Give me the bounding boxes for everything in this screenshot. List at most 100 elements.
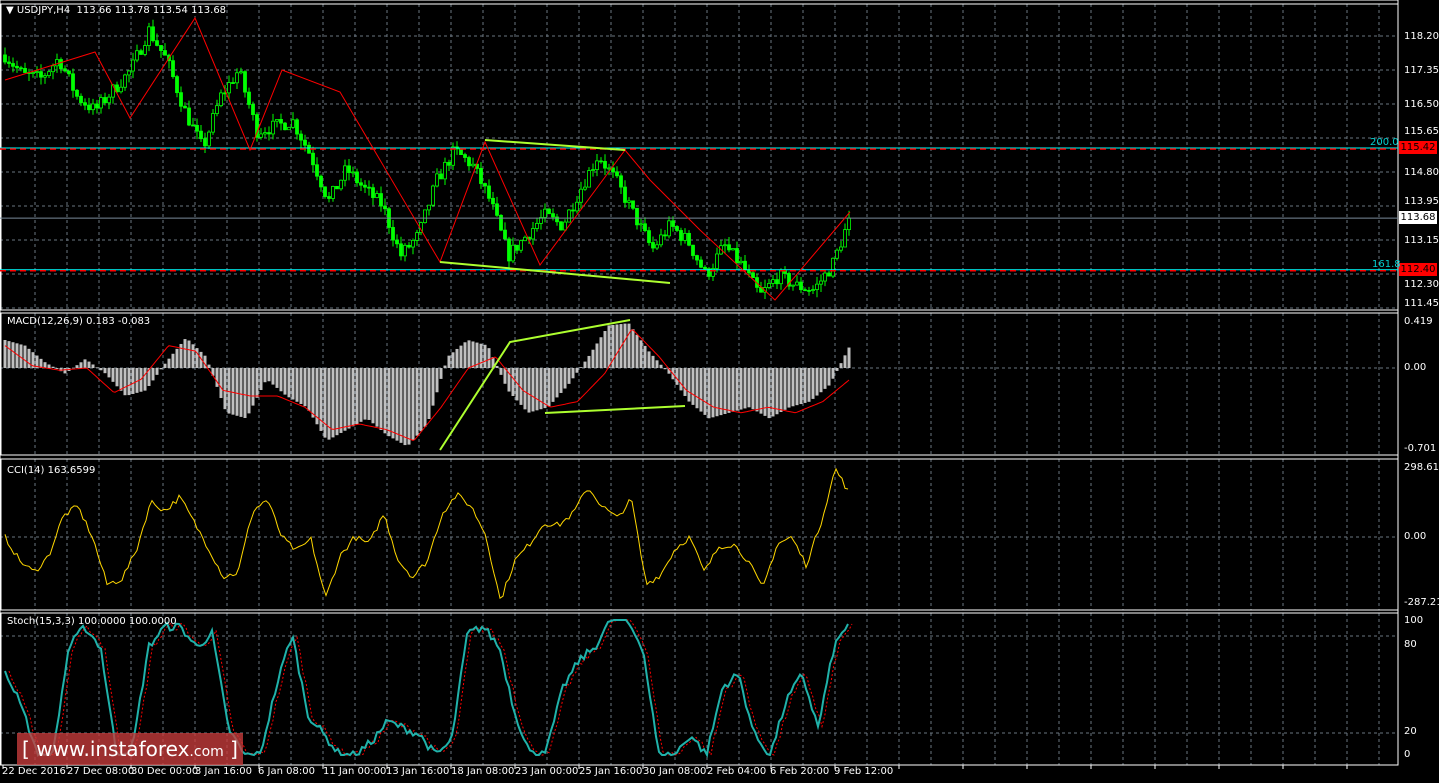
candle	[379, 193, 383, 207]
macd-bar	[11, 342, 15, 368]
macd-bar	[687, 368, 691, 402]
candle	[655, 244, 659, 249]
macd-bar	[727, 368, 731, 413]
candle	[775, 279, 779, 285]
macd-bar	[787, 368, 791, 408]
time-tick: 6 Feb 20:00	[770, 766, 830, 777]
candle	[119, 86, 123, 93]
candle	[803, 289, 807, 292]
price-tick: 114.80	[1404, 167, 1439, 178]
macd-bar	[635, 334, 639, 368]
macd-bar	[19, 344, 23, 368]
candle	[395, 239, 399, 245]
macd-bar	[331, 368, 335, 438]
candle	[39, 71, 43, 78]
macd-bar	[819, 368, 823, 393]
macd-bar	[655, 360, 659, 368]
macd-bar	[703, 368, 707, 415]
macd-bar	[223, 368, 227, 410]
candle	[587, 170, 591, 188]
macd-bar	[311, 368, 315, 418]
macd-bar	[239, 368, 243, 417]
candle	[359, 182, 363, 186]
price-tick: 116.50	[1404, 99, 1439, 110]
time-tick: 30 Dec 00:00	[131, 766, 199, 777]
dropdown-triangle-icon[interactable]: ▼	[6, 5, 14, 16]
macd-bar	[811, 368, 815, 399]
candle	[679, 230, 683, 241]
macd-bar	[691, 368, 695, 405]
candle	[79, 95, 83, 104]
stoch-tick: 0	[1404, 749, 1411, 760]
candle	[715, 253, 719, 269]
candle	[195, 124, 199, 132]
candle	[695, 255, 699, 261]
candle	[607, 167, 611, 170]
candle	[355, 171, 359, 184]
time-tick: 18 Jan 08:00	[451, 766, 515, 777]
macd-bar	[447, 355, 451, 368]
macd-bar	[195, 348, 199, 368]
candle	[735, 248, 739, 264]
macd-bar	[351, 368, 355, 427]
macd-bar	[603, 331, 607, 368]
cci-tick: -287.212	[1404, 597, 1439, 608]
candle	[279, 119, 283, 124]
candle	[647, 230, 651, 243]
macd-bar	[843, 355, 847, 368]
macd-bar	[203, 355, 207, 368]
candle	[619, 175, 623, 188]
candle	[335, 185, 339, 190]
candle	[175, 76, 179, 94]
candle	[315, 164, 319, 177]
fib-label-upper: 200.0	[1370, 137, 1399, 148]
macd-bar	[631, 329, 635, 368]
candle	[411, 239, 415, 248]
candle	[139, 50, 143, 55]
candle	[779, 270, 783, 285]
macd-bar	[835, 368, 839, 371]
candle	[703, 266, 707, 270]
macd-bar	[207, 364, 211, 368]
stoch-label: Stoch(15,3,3) 100.0000 100.0000	[7, 616, 177, 627]
macd-bar	[359, 368, 363, 422]
macd-bar	[587, 355, 591, 368]
candle	[35, 71, 39, 74]
macd-bar	[647, 351, 651, 368]
candle	[687, 232, 691, 246]
candle	[591, 169, 595, 171]
macd-bar	[87, 361, 91, 368]
macd-bar	[627, 323, 631, 368]
lower-level-tag: 112.40	[1399, 263, 1437, 276]
candle	[83, 102, 87, 106]
candle	[159, 45, 163, 51]
candle	[219, 92, 223, 107]
macd-trendline-lower	[544, 405, 686, 414]
macd-bar	[275, 368, 279, 388]
macd-bar	[387, 368, 391, 437]
macd-bar	[535, 368, 539, 411]
time-tick: 3 Jan 16:00	[195, 766, 252, 777]
macd-bar	[607, 325, 611, 368]
candle	[651, 242, 655, 249]
candle	[11, 63, 15, 67]
macd-bar	[551, 368, 555, 402]
candle	[103, 97, 107, 104]
candle	[319, 175, 323, 188]
macd-bar	[379, 368, 383, 430]
macd-bar	[451, 352, 455, 368]
trendline-lower	[439, 261, 671, 284]
candle	[151, 26, 155, 42]
candle	[231, 82, 235, 84]
candle	[327, 196, 331, 199]
candle	[275, 119, 279, 122]
macd-bar	[55, 368, 59, 369]
macd-bar	[271, 368, 275, 385]
macd-bar	[403, 368, 407, 446]
macd-bar	[419, 368, 423, 432]
macd-bar	[759, 368, 763, 414]
macd-bar	[511, 368, 515, 396]
macd-bar	[543, 368, 547, 409]
macd-bar	[375, 368, 379, 427]
